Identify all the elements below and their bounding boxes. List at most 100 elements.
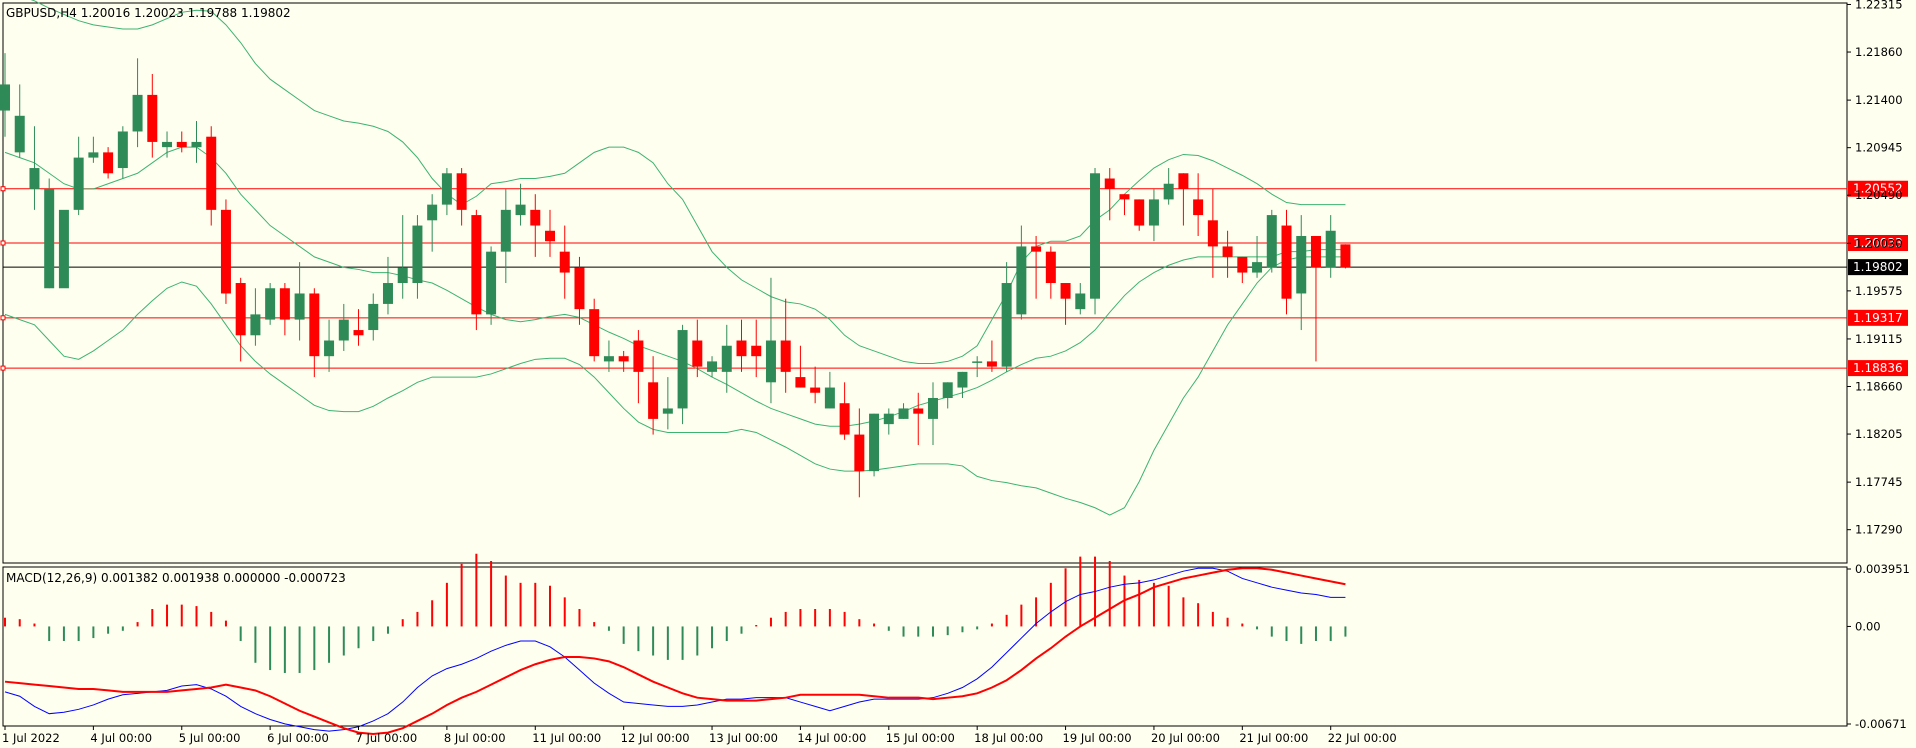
candle-bull [1252, 262, 1263, 273]
candle-bear [176, 141, 187, 148]
candle-bull [162, 141, 173, 148]
candle-bull [382, 283, 393, 304]
level-price-tag [1848, 234, 1908, 251]
candle-bull [1016, 246, 1027, 315]
level-price-tag [1848, 180, 1908, 197]
candle-bull [29, 168, 40, 189]
price-axis-label: 1.17290 [1855, 523, 1903, 537]
candle-bull [677, 330, 688, 409]
candle-bear [913, 408, 924, 414]
macd-pane[interactable] [2, 566, 1848, 727]
time-axis-label: 18 Jul 00:00 [974, 731, 1043, 745]
candle-bull [0, 84, 10, 111]
indicator-title: MACD(12,26,9) 0.001382 0.001938 0.000000… [6, 571, 346, 585]
candle-bull [515, 204, 526, 216]
macd-axis-label: 0.003951 [1855, 562, 1910, 576]
macd-axis-label: 0.00 [1855, 619, 1881, 633]
candle-bear [810, 387, 821, 393]
candle-bull [1001, 283, 1012, 367]
candle-bull [500, 209, 511, 252]
level-price-tag [1848, 309, 1908, 326]
candle-bear [545, 230, 556, 242]
candle-bull [441, 173, 452, 205]
macd-signal-line [4, 567, 1346, 736]
candle-bear [309, 293, 320, 357]
candle-bear [1310, 235, 1321, 268]
candle-bull [14, 115, 25, 153]
candle-bear [1178, 173, 1189, 189]
candle-bull [324, 340, 335, 357]
time-axis-label: 6 Jul 00:00 [267, 731, 329, 745]
candle-bull [942, 382, 953, 398]
price-axis-label: 1.17745 [1855, 475, 1903, 489]
price-axis-label: 1.18660 [1855, 379, 1903, 393]
price-pane[interactable] [2, 2, 1848, 564]
time-axis-label: 13 Jul 00:00 [709, 731, 778, 745]
price-axis-label: 1.18205 [1855, 427, 1903, 441]
candle-bear [1060, 283, 1071, 299]
candle-bear [839, 403, 850, 435]
candle-bull [898, 408, 909, 419]
candle-bear [1222, 246, 1233, 257]
candle-bull [972, 361, 983, 363]
time-axis-label: 5 Jul 00:00 [179, 731, 241, 745]
candle-bull [132, 94, 143, 132]
candle-bull [368, 303, 379, 331]
price-axis-label: 1.22315 [1855, 0, 1903, 11]
time-axis-label: 20 Jul 00:00 [1151, 731, 1220, 745]
candle-bear [648, 382, 659, 419]
candle-bear [751, 345, 762, 357]
candle-bull [73, 157, 84, 210]
candle-bull [1148, 199, 1159, 226]
candle-bull [869, 413, 880, 472]
price-axis-label: 1.19115 [1855, 332, 1903, 346]
level-price-tag [1848, 360, 1908, 377]
level-price-label: 1.19317 [1853, 311, 1903, 325]
candle-bull [117, 131, 128, 169]
candle-bull [265, 288, 276, 320]
candle-bull [883, 413, 894, 425]
candle-bull [824, 387, 835, 409]
candle-bull [1325, 230, 1336, 268]
price-axis-label: 1.20945 [1855, 141, 1903, 155]
candle-bear [235, 283, 246, 336]
macd-axis-label: -0.00671 [1855, 717, 1907, 731]
time-axis-label: 12 Jul 00:00 [621, 731, 690, 745]
candle-bear [780, 340, 791, 372]
candle-bear [206, 136, 217, 210]
candle-bull [765, 340, 776, 383]
candle-bull [662, 408, 673, 414]
level-marker [0, 186, 6, 192]
candle-bear [530, 209, 541, 226]
price-axis-label: 1.21400 [1855, 93, 1903, 107]
candle-bull [603, 356, 614, 362]
level-marker [0, 315, 6, 321]
level-price-label: 1.18836 [1853, 361, 1903, 375]
candle-bear [692, 340, 703, 367]
time-axis-label: 22 Jul 00:00 [1328, 731, 1397, 745]
candle-bear [1193, 199, 1204, 216]
candle-bull [1266, 215, 1277, 268]
time-axis-label: 8 Jul 00:00 [444, 731, 506, 745]
candle-bear [471, 215, 482, 315]
candle-bear [1119, 194, 1130, 200]
candle-bull [88, 152, 99, 158]
candle-bull [1075, 293, 1086, 310]
candle-bull [397, 267, 408, 284]
current-price-tag [1848, 259, 1908, 276]
time-axis-label: 4 Jul 00:00 [90, 731, 152, 745]
level-marker [0, 240, 6, 246]
candle-bear [103, 152, 114, 174]
candle-bear [795, 377, 806, 388]
candle-bear [1104, 178, 1115, 189]
level-price-label: 1.20552 [1853, 182, 1903, 196]
level-marker [0, 365, 6, 371]
candle-bear [1134, 199, 1145, 226]
candle-bear [1031, 246, 1042, 252]
candle-bear [589, 309, 600, 357]
candle-bull [707, 361, 718, 372]
candle-bull [1090, 173, 1101, 299]
candle-bear [736, 340, 747, 357]
